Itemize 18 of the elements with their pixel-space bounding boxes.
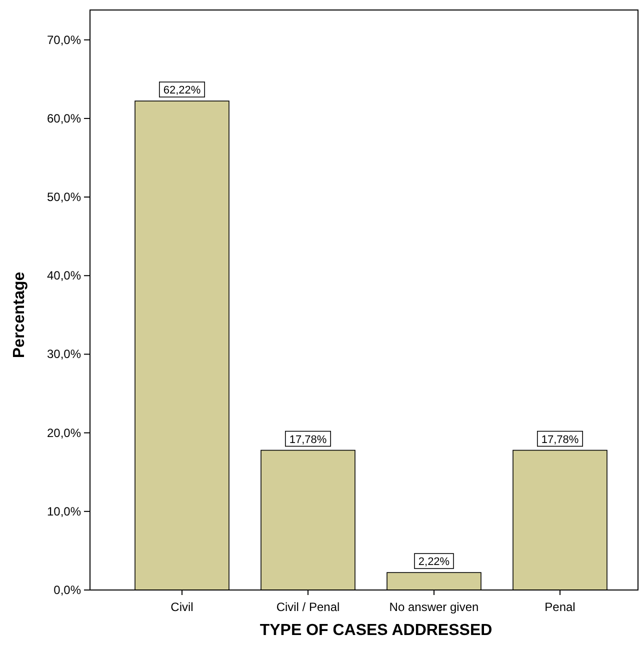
x-axis-title: TYPE OF CASES ADDRESSED [260,622,492,639]
y-tick-label: 60,0% [46,111,82,126]
y-tick-label: 30,0% [46,347,82,362]
data-label: 17,78% [289,434,327,446]
x-tick-label: No answer given [389,600,479,614]
x-tick-label: Penal [544,600,576,614]
data-label: 62,22% [163,84,201,97]
y-tick-label: 40,0% [46,268,82,283]
data-label: 2,22% [418,556,450,568]
data-label: 17,78% [541,434,579,446]
y-tick-label: 70,0% [46,32,82,47]
x-tick-label: Civil [170,600,194,614]
y-tick-label: 20,0% [46,426,82,440]
y-axis-title: Percentage [11,272,28,358]
y-tick-label: 0,0% [54,583,82,597]
x-tick-label: Civil / Penal [276,600,340,614]
y-tick-label: 50,0% [46,190,82,204]
y-tick-label: 10,0% [46,504,82,518]
